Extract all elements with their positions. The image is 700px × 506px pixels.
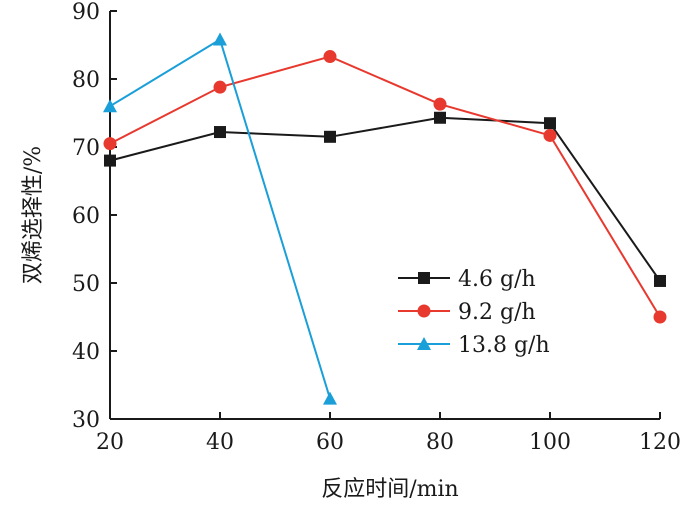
y-tick-label: 90 [72, 0, 100, 25]
axes [109, 11, 660, 420]
legend: 4.6 g/h 9.2 g/h 13.8 g/h [398, 267, 550, 358]
data-point [543, 128, 557, 142]
x-ticks: 20 40 60 80 100 120 [96, 412, 681, 455]
legend-item: 4.6 g/h [398, 267, 536, 292]
y-tick-label: 50 [72, 272, 100, 297]
legend-item: 9.2 g/h [398, 300, 536, 325]
y-tick-label: 60 [72, 204, 100, 229]
y-axis-title: 双烯选择性/% [21, 146, 46, 284]
x-axis-title: 反应时间/min [321, 477, 458, 502]
data-point [654, 274, 666, 287]
data-point [323, 391, 337, 405]
data-point [323, 50, 337, 64]
series-1 [104, 111, 666, 287]
legend-label: 9.2 g/h [458, 300, 536, 325]
legend-item: 13.8 g/h [398, 333, 550, 358]
x-tick-label: 20 [96, 430, 124, 455]
x-tick-label: 100 [529, 430, 571, 455]
y-tick-label: 30 [72, 408, 100, 433]
legend-label: 4.6 g/h [458, 267, 536, 292]
x-tick-label: 120 [639, 430, 681, 455]
data-point [433, 97, 447, 111]
data-point [213, 32, 227, 46]
legend-label: 13.8 g/h [458, 333, 550, 358]
y-tick-label: 70 [72, 136, 100, 161]
y-tick-label: 80 [72, 68, 100, 93]
data-point [324, 130, 336, 143]
legend-marker [417, 337, 431, 350]
y-tick-label: 40 [72, 340, 100, 365]
data-point [544, 117, 556, 130]
data-point [104, 154, 116, 167]
series-3 [103, 32, 337, 405]
y-ticks: 30 40 50 60 70 80 90 [72, 0, 117, 433]
series-layer [103, 32, 667, 405]
data-point [213, 80, 227, 94]
data-point [214, 126, 226, 139]
x-tick-label: 60 [316, 430, 344, 455]
x-tick-label: 80 [426, 430, 454, 455]
series-line [109, 55, 661, 318]
series-2 [103, 50, 667, 324]
series-line [109, 116, 661, 282]
data-point [103, 99, 117, 113]
legend-marker [418, 272, 430, 284]
data-point [434, 111, 446, 124]
data-point [103, 137, 117, 151]
legend-marker [417, 304, 431, 318]
data-point [653, 310, 667, 324]
x-tick-label: 40 [206, 430, 234, 455]
